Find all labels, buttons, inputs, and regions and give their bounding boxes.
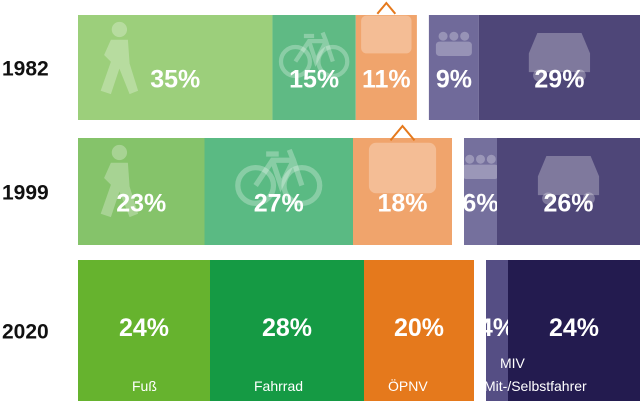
segment-miv: 6% <box>462 138 499 245</box>
year-label: 2020 <box>2 321 49 344</box>
value-label-selbstfahrer: 29% <box>534 66 584 94</box>
segment-miv: 9% <box>428 15 479 120</box>
carpool-icon <box>462 154 499 179</box>
pedestrian-icon <box>100 21 139 95</box>
value-label-oepnv: 20% <box>394 314 444 342</box>
segment-fahrrad: 28% <box>210 260 364 401</box>
segment-fuss: 23% <box>78 138 205 245</box>
bar-oepnv <box>355 15 417 120</box>
segment-selbstfahrer: 26% <box>497 138 640 245</box>
bar-fuss <box>78 15 273 120</box>
segment-fahrrad: 15% <box>272 15 356 120</box>
value-label-fuss: 23% <box>116 190 166 218</box>
bar-selbstfahrer <box>478 15 640 120</box>
bar-oepnv <box>364 260 474 401</box>
value-label-selbstfahrer: 26% <box>543 190 593 218</box>
segment-fuss: 35% <box>78 15 273 120</box>
legend-label-miv: MIV <box>500 355 526 371</box>
value-label-oepnv: 11% <box>362 66 411 94</box>
year-label: 1982 <box>2 58 49 81</box>
bar-miv <box>486 260 508 401</box>
value-label-fahrrad: 28% <box>262 314 312 342</box>
bar-fahrrad <box>210 260 364 401</box>
segment-oepnv: 18% <box>353 124 452 245</box>
value-label-fuss: 35% <box>150 66 200 94</box>
tram-icon <box>368 124 437 194</box>
bicycle-icon <box>235 148 323 206</box>
bar-fahrrad <box>272 15 356 120</box>
value-label-selbstfahrer: 24% <box>549 314 599 342</box>
segment-fahrrad: 27% <box>204 138 353 245</box>
segment-selbstfahrer: 29% <box>478 15 640 120</box>
bar-fahrrad <box>204 138 353 245</box>
segment-oepnv: 20% <box>364 260 474 401</box>
pedestrian-icon <box>100 144 139 218</box>
bar-selbstfahrer <box>497 138 640 245</box>
row-2020: 2020 24% 28% 20% 4% 24% <box>2 260 640 401</box>
segment-fuss: 24% <box>78 260 210 401</box>
row-1999: 1999 23% 27% 18% 6% 26% <box>2 124 640 245</box>
value-label-miv: 6% <box>462 190 498 218</box>
segment-oepnv: 11% <box>355 1 417 120</box>
year-label: 1999 <box>2 182 49 205</box>
bicycle-icon <box>278 31 350 79</box>
segment-selbstfahrer: 24% <box>508 260 640 401</box>
legend-label-selbstfahrer: Mit-/Selbstfahrer <box>484 378 587 394</box>
carpool-icon <box>435 31 472 56</box>
row-1982: 1982 35% 15% 11% 9% 29% <box>2 1 640 120</box>
value-label-miv: 9% <box>436 66 472 94</box>
value-label-fuss: 24% <box>119 314 169 342</box>
car-icon <box>537 156 600 205</box>
value-label-oepnv: 18% <box>377 190 427 218</box>
bar-fuss <box>78 138 205 245</box>
legend-label-oepnv: ÖPNV <box>388 377 428 394</box>
chart-labels: Fuß Fahrrad ÖPNV MIV Mit-/Selbstfahrer <box>132 355 587 394</box>
bar-fuss <box>78 260 210 401</box>
car-icon <box>528 33 591 82</box>
value-label-fahrrad: 27% <box>254 190 304 218</box>
tram-icon <box>361 1 412 54</box>
bar-miv <box>428 15 479 120</box>
legend-label-fahrrad: Fahrrad <box>254 378 303 394</box>
legend-label-fuss: Fuß <box>132 378 157 394</box>
bar-miv <box>464 138 497 245</box>
bar-oepnv <box>353 138 452 245</box>
value-label-fahrrad: 15% <box>289 66 339 94</box>
bar-selbstfahrer <box>508 260 640 401</box>
